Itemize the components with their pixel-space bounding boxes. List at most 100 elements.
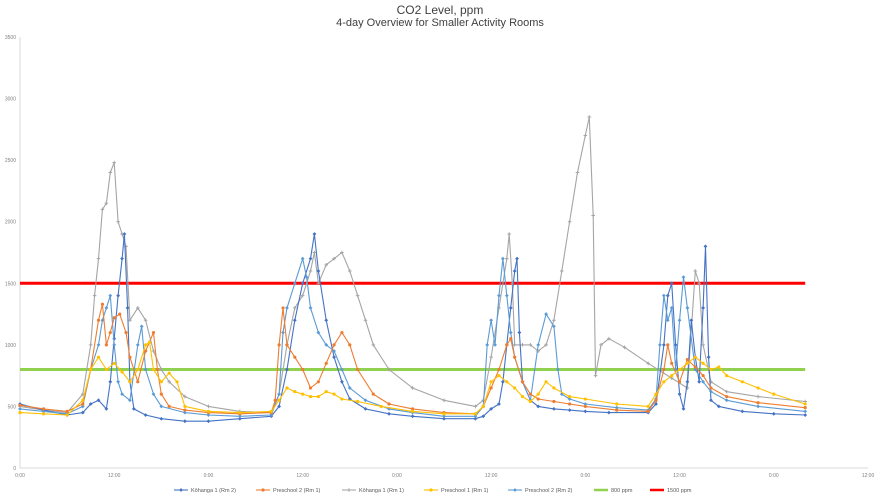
data-point — [300, 293, 305, 298]
data-point — [151, 349, 156, 353]
data-point — [371, 392, 375, 396]
data-point — [410, 414, 415, 419]
data-point — [128, 355, 132, 359]
data-point — [677, 318, 682, 323]
data-point — [724, 389, 729, 394]
data-point — [658, 342, 662, 347]
data-point — [116, 219, 120, 224]
data-point — [387, 411, 391, 416]
data-point — [803, 406, 807, 410]
data-point — [517, 330, 522, 335]
data-point — [324, 390, 328, 394]
data-point — [371, 343, 376, 347]
legend: Kōhanga 1 (Rm 2) Preschool 2 (Rm 1) Kōhang… — [174, 488, 692, 494]
data-point — [661, 293, 666, 298]
data-point — [120, 370, 124, 374]
data-point — [104, 343, 108, 347]
data-point — [237, 416, 242, 421]
data-point — [489, 355, 493, 359]
data-point — [544, 380, 548, 384]
data-point — [316, 394, 320, 399]
data-point — [500, 256, 505, 261]
data-point — [575, 170, 580, 175]
legend-item-1: Preschool 2 (Rm 1) — [256, 488, 321, 494]
legend-item-2: Kōhanga 1 (Rm 1) — [342, 488, 404, 494]
data-point — [410, 386, 415, 390]
data-point — [646, 409, 650, 413]
data-point — [316, 330, 321, 335]
data-point — [261, 488, 265, 492]
x-tick-label: 0:00 — [392, 473, 402, 479]
data-point — [669, 281, 674, 286]
data-point — [183, 394, 187, 399]
data-point — [567, 408, 572, 413]
data-point — [701, 343, 705, 347]
data-point — [772, 392, 776, 396]
data-point — [143, 413, 148, 417]
data-point — [183, 408, 187, 412]
data-point — [693, 269, 698, 273]
data-point — [80, 404, 85, 409]
data-point — [112, 361, 116, 365]
data-point — [505, 256, 509, 261]
data-point — [685, 361, 690, 365]
data-point — [179, 488, 183, 492]
data-point — [442, 412, 446, 416]
data-point — [497, 367, 501, 372]
data-point — [92, 293, 97, 298]
data-point — [724, 398, 729, 403]
data-point — [497, 374, 501, 378]
data-point — [316, 281, 321, 286]
data-point — [80, 410, 85, 415]
data-point — [281, 330, 285, 335]
data-point — [131, 406, 136, 411]
data-point — [151, 367, 156, 372]
data-point — [607, 336, 611, 341]
data-point — [273, 398, 277, 402]
data-point — [120, 392, 124, 397]
data-point — [238, 410, 242, 415]
legend-item-5: 800 ppm — [594, 488, 633, 494]
data-point — [128, 380, 132, 384]
data-point — [473, 404, 478, 409]
data-point — [301, 367, 305, 372]
data-point — [136, 380, 140, 384]
data-point — [332, 256, 336, 261]
data-point — [536, 392, 540, 396]
data-point — [665, 293, 670, 298]
data-point — [673, 367, 678, 372]
data-point — [661, 342, 666, 347]
data-point — [324, 361, 328, 365]
data-point — [387, 367, 391, 372]
data-point — [677, 380, 682, 384]
y-tick-label: 1000 — [5, 343, 16, 349]
data-point — [118, 312, 122, 316]
data-point — [701, 361, 705, 365]
legend-item-4: Preschool 2 (Rm 2) — [508, 488, 573, 494]
data-point — [312, 232, 317, 236]
data-point — [528, 399, 532, 404]
data-point — [591, 213, 595, 218]
y-tick-label: 500 — [8, 404, 17, 410]
data-point — [567, 397, 572, 401]
data-point — [614, 405, 619, 410]
data-point — [324, 342, 329, 347]
data-point — [104, 201, 109, 206]
data-point — [583, 404, 587, 409]
data-point — [552, 406, 556, 411]
data-point — [681, 275, 686, 280]
legend-label: 800 ppm — [611, 488, 633, 494]
data-point — [587, 115, 592, 119]
x-tick-label: 0:00 — [769, 473, 779, 479]
data-point — [568, 394, 572, 399]
data-point — [662, 380, 666, 384]
data-point — [124, 330, 128, 335]
data-point — [513, 488, 517, 492]
data-point — [583, 133, 588, 138]
legend-item-6: 1500 ppm — [650, 488, 692, 494]
data-point — [513, 386, 517, 390]
data-point — [504, 293, 509, 298]
data-point — [355, 293, 360, 298]
chart-subtitle: 4-day Overview for Smaller Activity Room… — [336, 17, 544, 29]
data-point — [116, 379, 121, 384]
